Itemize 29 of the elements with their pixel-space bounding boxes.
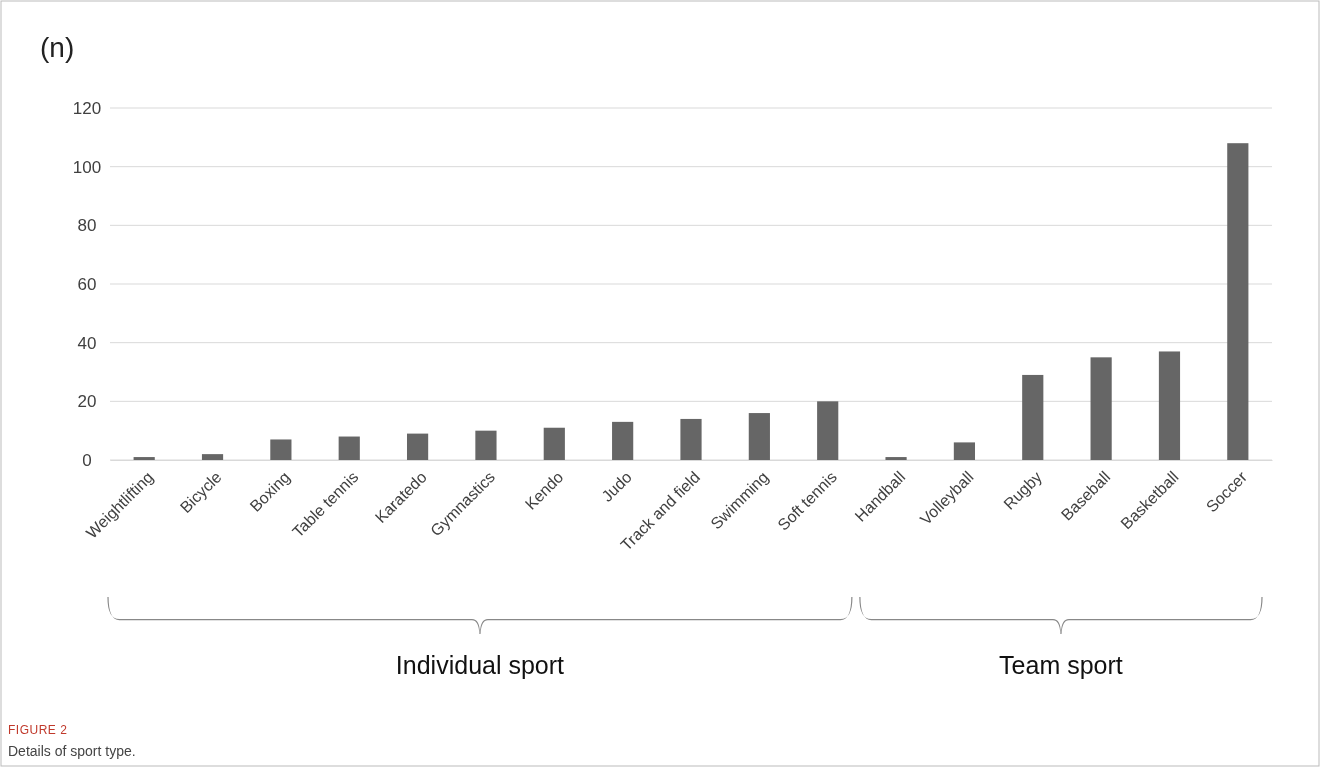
text: Team sport: [999, 651, 1123, 679]
text: Details of sport type.: [8, 743, 136, 759]
bar: [1158, 351, 1181, 460]
bar: [817, 401, 839, 460]
caption: FIGURE 2: [8, 723, 68, 737]
text: Individual sport: [395, 651, 565, 679]
bar: [338, 436, 360, 460]
bar: [406, 433, 429, 460]
bar: [1022, 374, 1044, 460]
y-tick-label: 60: [77, 274, 97, 294]
y-axis-title: (n): [40, 32, 75, 63]
bar: [953, 442, 976, 460]
bar: [201, 454, 224, 460]
bar: [475, 430, 497, 460]
y-tick-label: 20: [77, 392, 97, 412]
bar: [543, 427, 565, 460]
bar: [680, 418, 702, 460]
y-tick-label: 0: [82, 450, 92, 470]
y-tick-label: 40: [77, 333, 97, 353]
bar: [1090, 357, 1112, 460]
bar: [270, 439, 292, 460]
y-tick-label: 80: [77, 216, 97, 236]
y-tick-label: 120: [72, 98, 102, 118]
bar: [748, 413, 770, 460]
bar: [612, 421, 634, 460]
bar: [1227, 143, 1249, 460]
bar: [885, 457, 907, 460]
bar: [133, 457, 155, 460]
y-tick-label: 100: [72, 157, 102, 177]
